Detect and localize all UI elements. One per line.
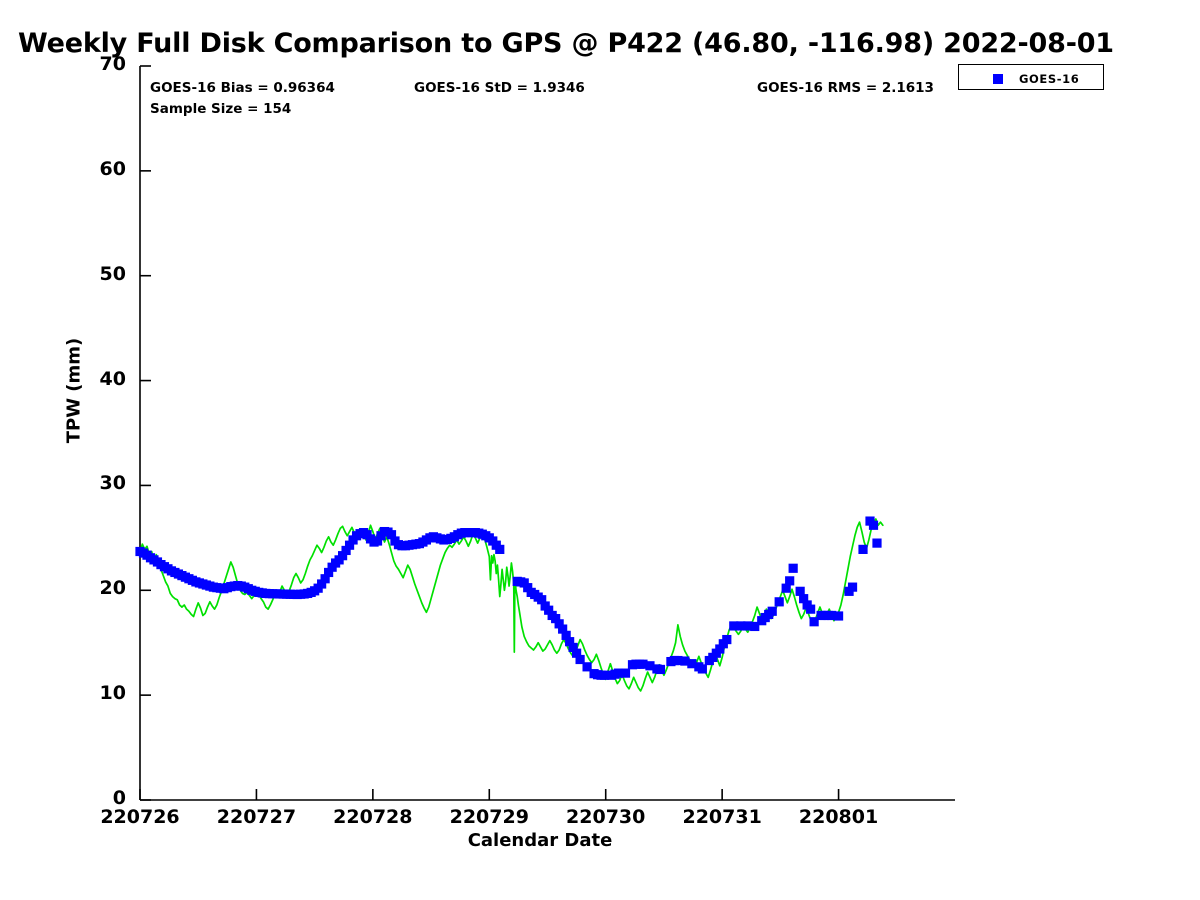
series-line-gps — [139, 518, 884, 692]
y-tick-label: 70 — [99, 53, 126, 75]
data-series — [135, 516, 884, 692]
y-tick-label: 0 — [112, 787, 126, 809]
stat-rms-label: GOES-16 RMS = 2.1613 — [757, 80, 934, 96]
axes — [139, 65, 955, 801]
series-markers-goes16 — [135, 516, 882, 680]
y-tick-label: 10 — [99, 682, 126, 705]
y-tick-label: 40 — [99, 367, 126, 390]
x-tick-label: 220728 — [333, 806, 413, 828]
x-axis-label: Calendar Date — [467, 830, 613, 851]
y-tick-label: 30 — [99, 472, 126, 495]
x-tick-label: 220730 — [566, 806, 646, 828]
x-tick-label: 220726 — [100, 806, 180, 828]
y-axis-label: TPW (mm) — [63, 337, 85, 444]
legend-label-goes16: GOES-16 — [1019, 72, 1080, 86]
y-tick-label: 50 — [99, 262, 126, 285]
x-tick-label: 220727 — [216, 806, 297, 828]
stat-bias-label: GOES-16 Bias = 0.96364 — [150, 80, 335, 96]
stat-std-label: GOES-16 StD = 1.9346 — [414, 80, 585, 96]
chart-legend[interactable]: GOES-16 — [958, 64, 1104, 90]
x-tick-label: 220729 — [449, 806, 529, 828]
y-tick-label: 60 — [99, 157, 126, 180]
legend-marker-icon — [993, 74, 1003, 84]
stat-sample-size-label: Sample Size = 154 — [150, 101, 292, 117]
y-tick-label: 20 — [99, 577, 126, 600]
x-tick-label: 220731 — [682, 806, 762, 828]
page-title: Weekly Full Disk Comparison to GPS @ P42… — [18, 28, 1114, 59]
x-tick-label: 220801 — [798, 806, 879, 828]
